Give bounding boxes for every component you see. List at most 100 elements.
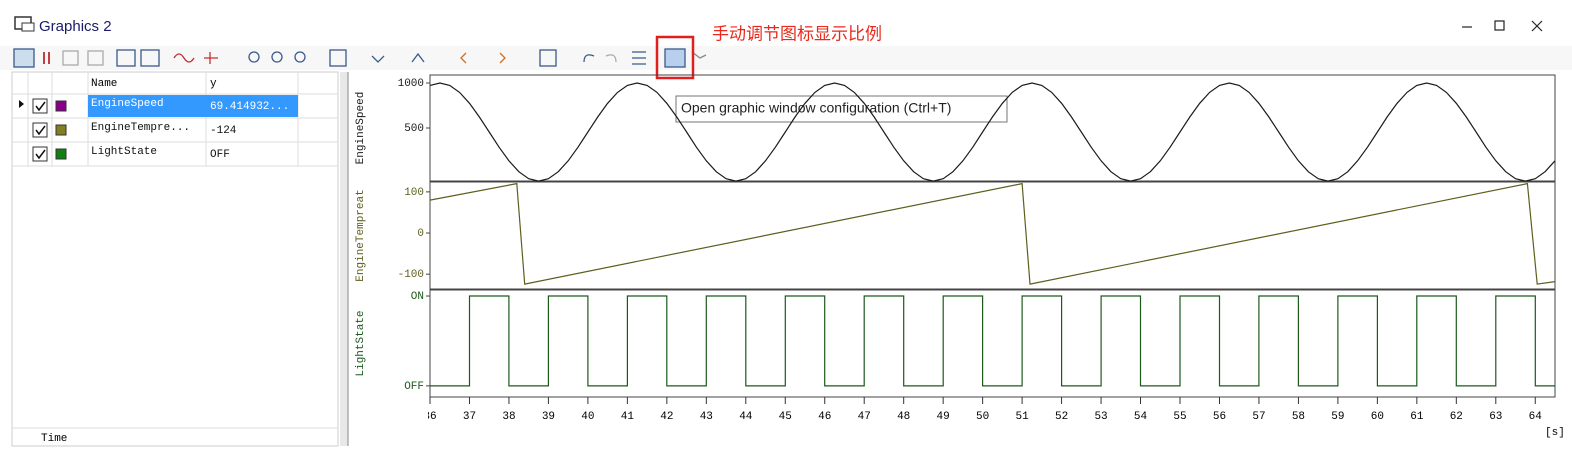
color-swatch — [55, 148, 67, 160]
x-tick-label: 37 — [463, 411, 476, 423]
toolbar-button[interactable] — [499, 52, 506, 64]
close-button[interactable] — [1531, 20, 1543, 32]
checkbox[interactable] — [32, 98, 48, 114]
x-tick-label: 60 — [1371, 411, 1384, 423]
signal-line — [429, 182, 1556, 285]
toolbar-button[interactable] — [13, 48, 35, 68]
toolbar-button[interactable] — [140, 49, 160, 67]
signal-table: Name y EngineSpeed 69.414932... EngineTemp… — [11, 71, 339, 447]
toolbar-button[interactable] — [173, 53, 195, 63]
y-tick-label: ON — [411, 291, 424, 303]
x-tick-label: 55 — [1173, 411, 1186, 423]
x-tick-label: 53 — [1094, 411, 1107, 423]
config-button[interactable] — [664, 48, 686, 68]
splitter[interactable] — [340, 72, 348, 446]
toolbar-button[interactable] — [248, 51, 260, 63]
x-tick-label: 46 — [818, 411, 831, 423]
x-tick-label: 50 — [976, 411, 989, 423]
y-tick-label: 1000 — [398, 78, 424, 90]
x-tick-label: 43 — [700, 411, 713, 423]
highlight-box — [655, 35, 695, 80]
y-axis-label: LightState — [355, 310, 367, 376]
plot-frame — [429, 289, 1556, 398]
x-tick-label: 36 — [423, 411, 436, 423]
toolbar-button[interactable] — [411, 52, 425, 63]
tooltip-text: Open graphic window configuration (Ctrl+… — [681, 100, 951, 116]
x-tick-label: 49 — [937, 411, 950, 423]
toolbar-button[interactable] — [204, 52, 218, 64]
column-header: y — [210, 78, 217, 90]
x-tick-label: 48 — [897, 411, 910, 423]
toolbar-button[interactable] — [294, 51, 306, 63]
checkbox[interactable] — [32, 146, 48, 162]
signal-name: LightState — [91, 146, 157, 158]
signal-line — [430, 295, 1555, 387]
plot-frame — [429, 181, 1556, 290]
signal-value: 69.414932... — [210, 101, 289, 113]
toolbar-button[interactable] — [116, 49, 136, 67]
x-tick-label: 58 — [1292, 411, 1305, 423]
x-tick-label: 54 — [1134, 411, 1148, 423]
checkmark — [35, 101, 46, 112]
toolbar-button[interactable] — [583, 54, 595, 63]
toolbar-button[interactable] — [371, 55, 385, 63]
x-tick-label: 57 — [1252, 411, 1265, 423]
checkmark — [35, 125, 46, 136]
maximize-button[interactable] — [1494, 20, 1505, 31]
toolbar-button[interactable] — [62, 50, 79, 66]
x-tick-label: 59 — [1331, 411, 1344, 423]
x-tick-label: 42 — [660, 411, 673, 423]
y-axis-label: EngineSpeed — [355, 92, 367, 165]
x-tick-label: 40 — [581, 411, 594, 423]
toolbar-button[interactable] — [632, 51, 646, 65]
footer-label: Time — [41, 433, 67, 445]
annotation: 手动调节图标显示比例 — [712, 24, 882, 43]
toolbar — [0, 35, 1572, 80]
y-tick-label: OFF — [404, 381, 424, 393]
y-tick-label: 0 — [417, 228, 424, 240]
row-pointer — [19, 100, 24, 108]
y-tick-label: 500 — [404, 123, 424, 135]
x-tick-label: 56 — [1213, 411, 1226, 423]
x-tick-label: 64 — [1529, 411, 1543, 423]
x-axis-unit: [s] — [1545, 427, 1565, 439]
signal-name: EngineSpeed — [91, 98, 164, 110]
toolbar-button[interactable] — [271, 51, 283, 63]
x-tick-label: 39 — [542, 411, 555, 423]
signal-name: EngineTempre... — [91, 122, 190, 134]
toolbar-button[interactable] — [87, 50, 104, 66]
x-tick-label: 38 — [502, 411, 515, 423]
window-icon — [14, 16, 35, 32]
toolbar-button[interactable] — [43, 52, 50, 64]
plot-frame — [429, 74, 1556, 182]
x-tick-label: 62 — [1450, 411, 1463, 423]
signal-value: OFF — [210, 149, 230, 161]
signal-line — [429, 82, 1556, 182]
toolbar-button[interactable] — [691, 51, 707, 59]
x-tick-label: 47 — [858, 411, 871, 423]
y-tick-label: -100 — [398, 269, 424, 281]
window-title: Graphics 2 — [39, 18, 112, 35]
x-tick-label: 44 — [739, 411, 753, 423]
x-tick-label: 63 — [1489, 411, 1502, 423]
signal-value: -124 — [210, 125, 237, 137]
column-header: Name — [91, 78, 117, 90]
plot-area: EngineSpeed 500 1000 EngineTempreat -100 0 100… — [355, 74, 1565, 439]
toolbar-button[interactable] — [605, 54, 617, 63]
checkmark — [35, 149, 46, 160]
toolbar-button[interactable] — [539, 49, 557, 67]
toolbar-button[interactable] — [329, 49, 347, 67]
checkbox[interactable] — [32, 122, 48, 138]
x-tick-label: 52 — [1055, 411, 1068, 423]
selected-row — [88, 95, 298, 117]
x-tick-label: 45 — [779, 411, 792, 423]
toolbar-button[interactable] — [460, 52, 467, 64]
color-swatch — [55, 124, 67, 136]
tooltip: Open graphic window configuration (Ctrl+… — [675, 95, 1008, 123]
color-swatch — [55, 100, 67, 112]
x-tick-label: 51 — [1016, 411, 1030, 423]
y-axis-label: EngineTempreat — [355, 189, 367, 281]
title-bar — [0, 0, 1572, 46]
